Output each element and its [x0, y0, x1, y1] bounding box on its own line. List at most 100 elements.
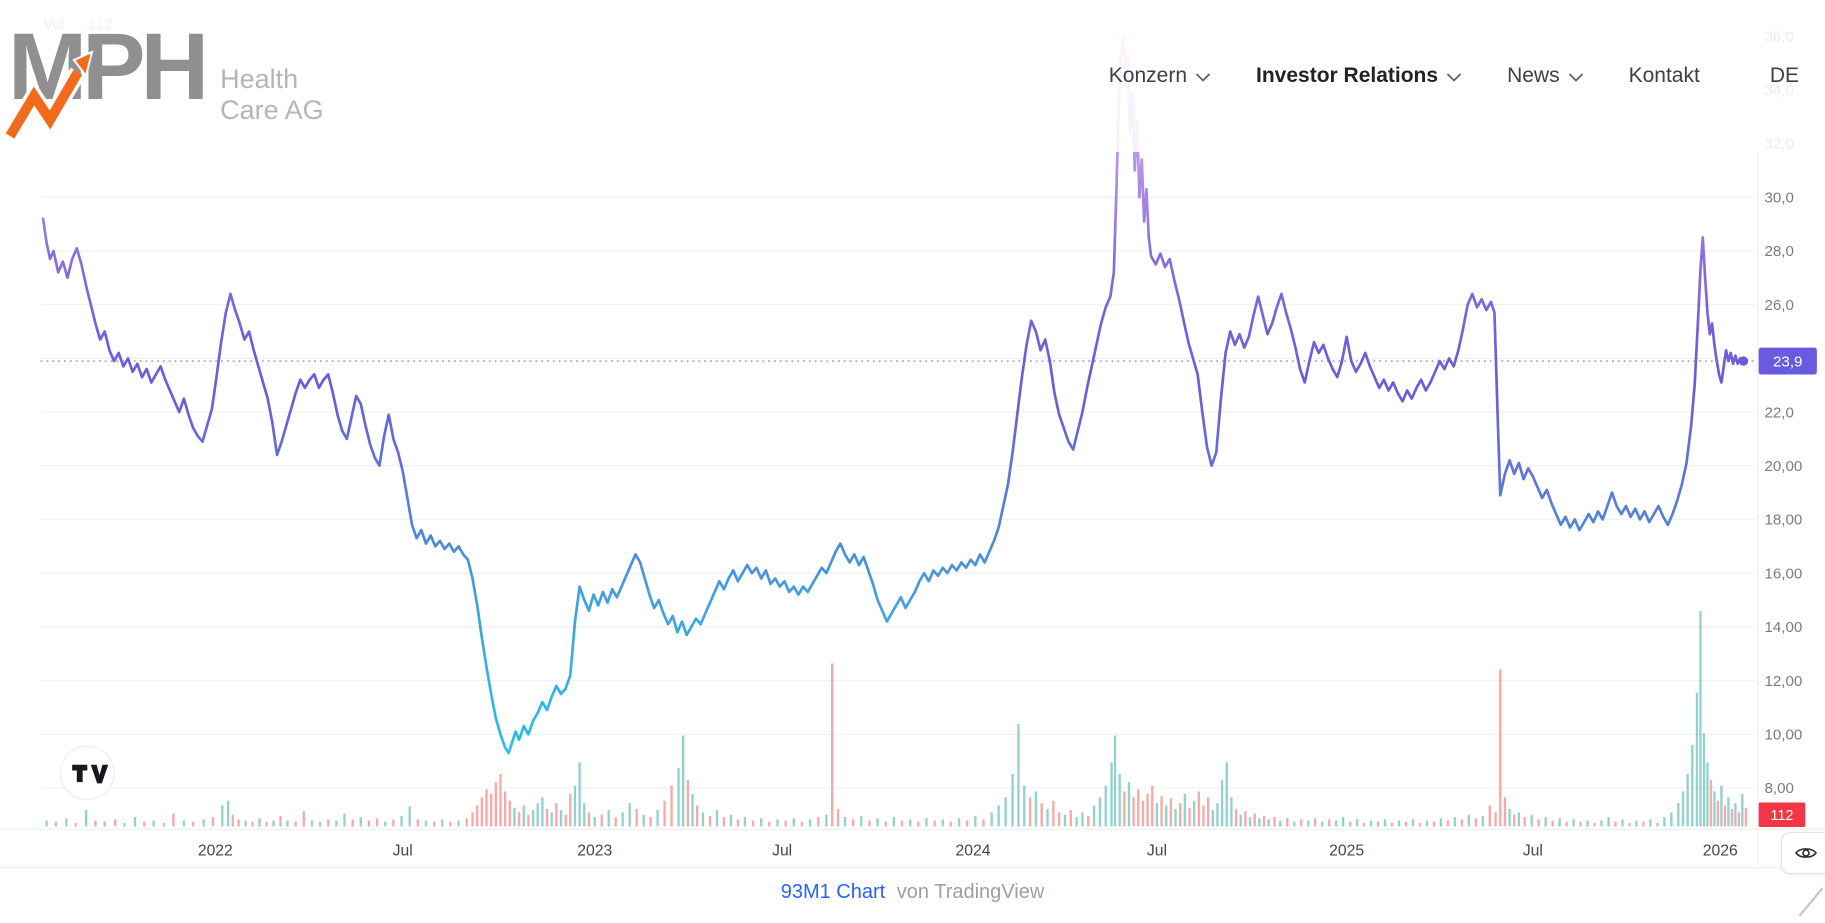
gridlines — [40, 35, 1756, 789]
volume-bar — [1118, 774, 1121, 827]
volume-bar — [808, 819, 812, 827]
volume-bar — [686, 779, 690, 827]
nav-item-kontakt[interactable]: Kontakt — [1628, 64, 1700, 87]
chevron-down-icon — [1568, 73, 1583, 82]
volume-bar — [949, 821, 953, 827]
volume-bar — [1642, 821, 1645, 827]
volume-bar — [408, 806, 411, 827]
volume-bar — [607, 810, 610, 827]
volume-bar — [614, 817, 617, 827]
attribution-text: von TradingView — [896, 881, 1045, 903]
volume-bar — [375, 818, 379, 827]
volume-bar — [392, 819, 395, 827]
volume-bar — [1481, 815, 1484, 827]
volume-bar — [1286, 818, 1289, 827]
tradingview-logo[interactable] — [59, 745, 115, 801]
volume-bar — [152, 820, 155, 827]
volume-bar — [1586, 820, 1589, 827]
volume-bar — [1341, 817, 1345, 827]
volume-bar — [1523, 817, 1526, 827]
nav-item-konzern[interactable]: Konzern — [1109, 64, 1210, 88]
nav-item-news[interactable]: News — [1507, 64, 1583, 88]
volume-bar — [1656, 822, 1659, 827]
volume-bar — [1695, 692, 1699, 827]
volume-bar — [751, 820, 755, 827]
volume-bar — [587, 812, 591, 827]
volume-bar — [1040, 803, 1043, 827]
volume-bar — [1411, 819, 1415, 827]
volume-bar — [258, 818, 261, 827]
volume-bar — [1530, 814, 1533, 827]
volume-bar — [343, 813, 346, 827]
volume-bar — [851, 819, 855, 827]
time-axis[interactable]: 2022 Jul 2023 Jul 2024 Jul 2025 Jul 2026 — [198, 842, 1738, 859]
volume-bar — [265, 821, 268, 827]
volume-bar — [1418, 822, 1422, 827]
volume-bar — [1098, 797, 1102, 827]
company-logo[interactable]: MPH Health Care AG — [4, 20, 324, 141]
language-switch-de[interactable]: DE — [1769, 64, 1799, 87]
volume-bar — [900, 820, 904, 827]
volume-bar — [569, 793, 572, 827]
volume-bar — [192, 821, 195, 827]
volume-bar — [1334, 820, 1338, 827]
volume-bar — [1258, 818, 1261, 827]
volume-bar — [231, 814, 234, 827]
volume-bar — [1446, 820, 1450, 827]
volume-bar — [1151, 785, 1154, 827]
volume-bar — [843, 817, 847, 827]
volume-bar — [1686, 774, 1689, 827]
volume-bar — [792, 818, 795, 827]
volume-bar — [628, 803, 631, 827]
volume-bar — [1663, 817, 1666, 827]
volume-bar — [642, 814, 645, 827]
volume-bar — [1300, 819, 1303, 827]
volume-bar — [1404, 821, 1408, 827]
volume-bar — [508, 800, 511, 827]
volume-bar — [1113, 735, 1117, 827]
volume-bar — [982, 819, 985, 827]
volume-bar — [490, 793, 493, 827]
volume-bar — [384, 821, 387, 827]
volume-bar — [441, 819, 444, 827]
volume-bar — [1572, 819, 1575, 827]
volume-bar — [202, 819, 205, 827]
volume-bar — [1499, 669, 1502, 827]
volume-bar — [1216, 803, 1219, 827]
volume-bar — [123, 822, 126, 827]
volume-bar — [272, 820, 275, 827]
volume-bar — [1474, 818, 1477, 827]
volume-bar — [691, 793, 694, 827]
volume-bar — [1248, 817, 1252, 827]
logo-tagline: Health Care AG — [220, 64, 324, 125]
volume-bar — [513, 807, 516, 827]
volume-bar — [649, 817, 652, 827]
attribution-link[interactable]: 93M1 Chart — [780, 881, 886, 903]
x-axis-tick-label: 2025 — [1329, 842, 1364, 859]
volume-bar — [244, 820, 247, 827]
corner-diagonal-line — [1798, 887, 1824, 917]
volume-bars — [45, 611, 1748, 827]
y-axis-tick-label: 30,0 — [1764, 189, 1793, 206]
volume-bar — [990, 812, 993, 827]
nav-item-investor-relations[interactable]: Investor Relations — [1256, 64, 1461, 88]
volume-bar — [656, 810, 659, 827]
volume-bar — [1104, 785, 1107, 827]
volume-bar — [286, 820, 289, 827]
volume-bar — [103, 821, 106, 827]
x-axis-tick-label: 2023 — [577, 842, 612, 859]
volume-bar — [237, 819, 240, 827]
volume-bar — [1225, 762, 1228, 827]
volume-bar — [143, 821, 146, 827]
volume-bar — [1670, 812, 1673, 827]
volume-bar — [1737, 812, 1741, 827]
volume-bar — [517, 812, 521, 827]
volume-bar — [1355, 819, 1359, 827]
volume-bar — [1057, 812, 1061, 827]
visibility-toggle-button[interactable] — [1781, 832, 1825, 874]
volume-bar — [54, 821, 58, 827]
x-axis-tick-label: 2022 — [198, 842, 233, 859]
volume-bar — [1169, 798, 1173, 827]
volume-bar — [1279, 820, 1282, 827]
volume-bar — [1321, 821, 1324, 827]
